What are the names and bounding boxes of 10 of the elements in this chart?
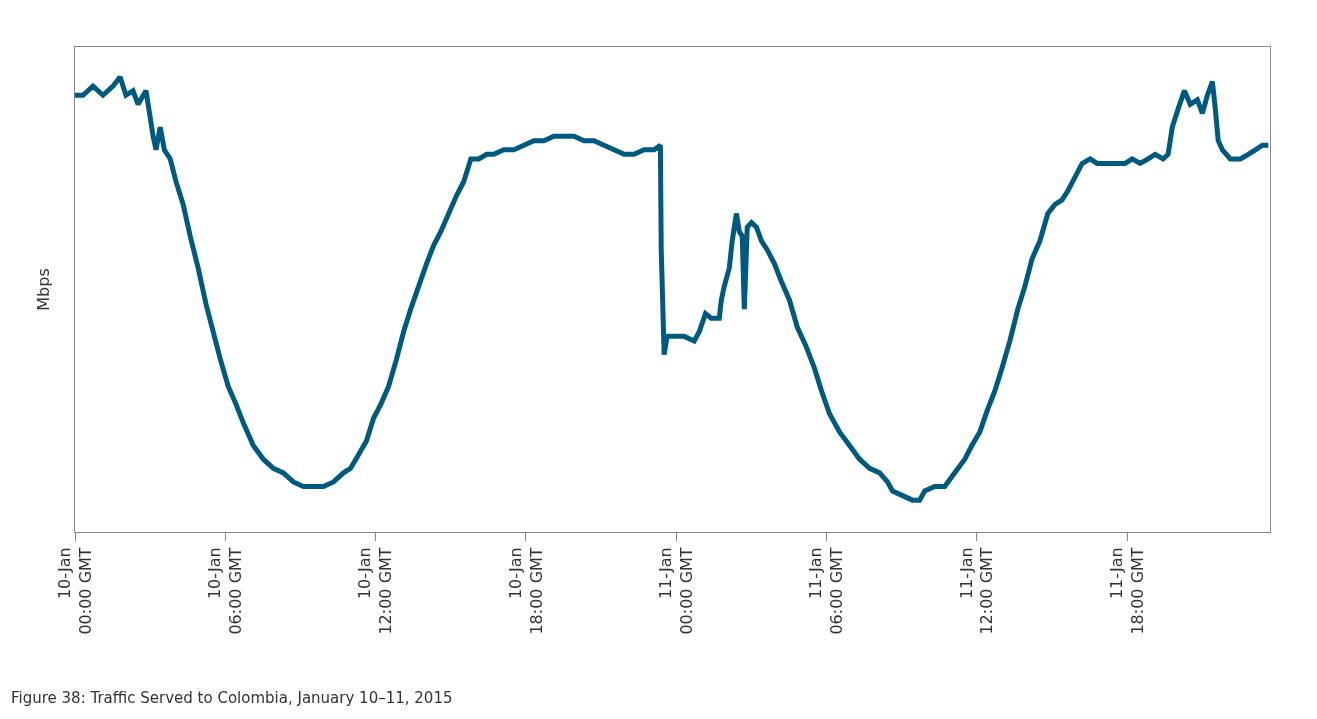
x-tick-label: 11-Jan 18:00 GMT	[1107, 547, 1147, 635]
caption: Figure 38: Traffic Served to Colombia, January 10–11, 2015	[11, 689, 453, 707]
x-tick-label: 10-Jan 00:00 GMT	[54, 547, 95, 635]
x-tick-label: 11-Jan 00:00 GMT	[656, 547, 696, 635]
x-tick-label: 11-Jan 06:00 GMT	[806, 547, 847, 635]
x-tick-label: 11-Jan 12:00 GMT	[956, 547, 997, 635]
y-axis-title: Mbps	[33, 268, 53, 311]
x-tick-label: 10-Jan 18:00 GMT	[505, 547, 546, 635]
x-tick-label: 10-Jan 12:00 GMT	[355, 547, 396, 635]
x-tick-label: 10-Jan 06:00 GMT	[205, 547, 245, 635]
